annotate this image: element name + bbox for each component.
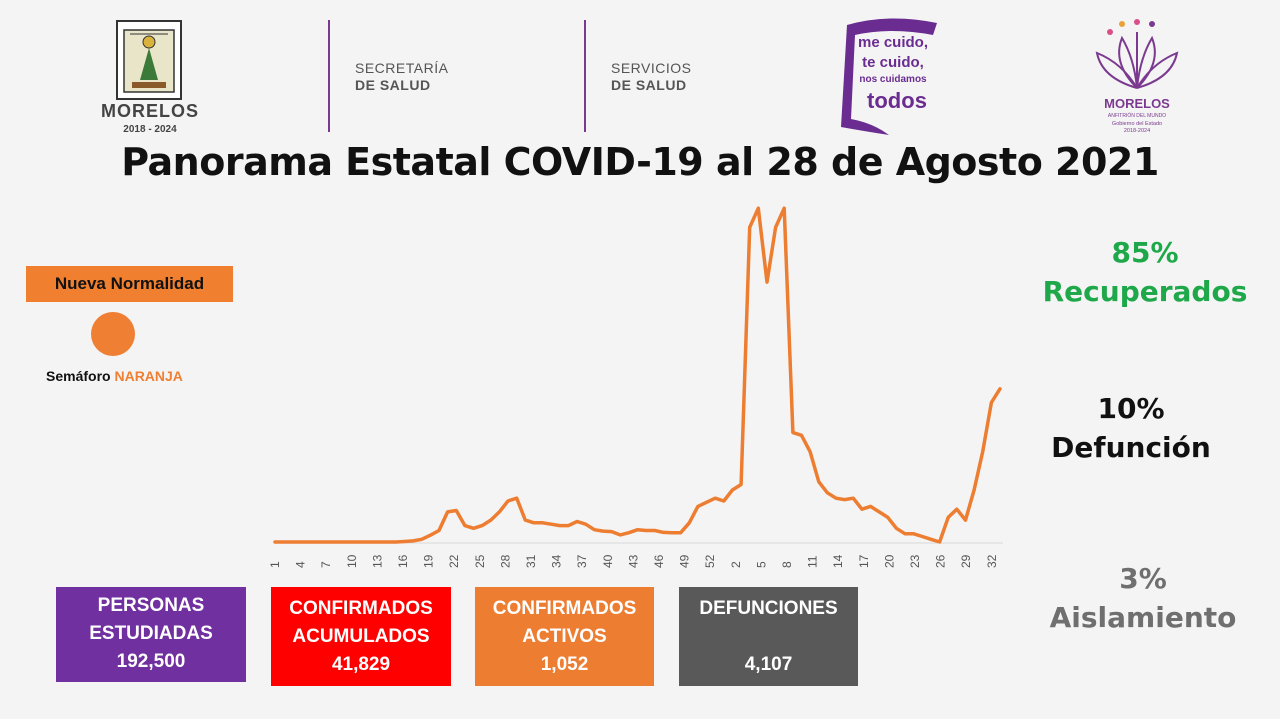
- box-value: 1,052: [540, 654, 589, 675]
- x-tick-label: 2: [729, 561, 743, 568]
- agency-secretaria: SECRETARÍA DE SALUD: [355, 60, 448, 94]
- campaign-line4: todos: [867, 88, 927, 113]
- box-defunciones: DEFUNCIONES 4,107: [679, 587, 858, 686]
- x-tick-label: 13: [370, 554, 384, 568]
- box-label-line1: CONFIRMADOS: [289, 598, 433, 619]
- agency-secretaria-line2: DE SALUD: [355, 77, 431, 93]
- box-label-line2: ACUMULADOS: [292, 626, 430, 647]
- box-value: 192,500: [116, 651, 186, 672]
- x-tick-label: 10: [345, 554, 359, 568]
- state-years: 2018 - 2024: [123, 124, 177, 135]
- campaign-line1: me cuido,: [858, 34, 928, 51]
- x-tick-label: 20: [882, 554, 896, 568]
- stat-aislamiento: 3% Aislamiento: [1013, 562, 1273, 634]
- stat-defuncion: 10% Defunción: [1001, 392, 1261, 464]
- x-tick-label: 32: [985, 554, 999, 568]
- nueva-normalidad-label: Nueva Normalidad: [26, 266, 233, 302]
- x-tick-label: 14: [831, 554, 845, 568]
- defuncion-label: Defunción: [1051, 431, 1211, 464]
- x-tick-label: 34: [550, 554, 564, 568]
- x-tick-label: 1: [268, 561, 282, 568]
- x-tick-label: 23: [908, 554, 922, 568]
- x-tick-label: 7: [319, 561, 333, 568]
- box-label-line2: ACTIVOS: [522, 626, 607, 647]
- x-tick-label: 5: [754, 561, 768, 568]
- box-value: 4,107: [744, 654, 793, 675]
- agency-secretaria-line1: SECRETARÍA: [355, 60, 449, 76]
- x-tick-label: 40: [601, 554, 615, 568]
- x-tick-label: 29: [959, 554, 973, 568]
- x-tick-label: 22: [447, 554, 461, 568]
- x-tick-label: 37: [575, 554, 589, 568]
- divider: [584, 20, 586, 132]
- x-tick-label: 4: [294, 561, 308, 568]
- x-tick-label: 49: [678, 554, 692, 568]
- morelos-shield-logo: [116, 20, 182, 100]
- covid-line-chart: 1 4 7 10 13 16 19 22 25 28 31 34 37 40 43 46 49 52 2 5 8 11 14…: [268, 206, 1003, 568]
- aislamiento-label: Aislamiento: [1049, 601, 1237, 634]
- agency-servicios-line1: SERVICIOS: [611, 60, 692, 76]
- agency-servicios-line2: DE SALUD: [611, 77, 687, 93]
- x-tick-label: 43: [626, 554, 640, 568]
- x-tick-label: 17: [857, 554, 871, 568]
- aislamiento-pct: 3%: [1119, 562, 1167, 595]
- defuncion-pct: 10%: [1097, 392, 1165, 425]
- x-tick-label: 52: [703, 554, 717, 568]
- stat-recuperados: 85% Recuperados: [1015, 236, 1275, 308]
- campaign-badge-logo: me cuido, te cuido, nos cuidamos todos: [841, 18, 937, 135]
- divider: [328, 20, 330, 132]
- box-label-line2: [679, 623, 858, 651]
- box-label-line1: CONFIRMADOS: [492, 598, 637, 619]
- semaforo-color-name: NARANJA: [114, 368, 183, 384]
- box-confirmados-acumulados: CONFIRMADOS ACUMULADOS 41,829: [271, 587, 451, 686]
- chart-series-line: [273, 206, 1002, 544]
- box-label-line2: ESTUDIADAS: [89, 623, 213, 644]
- gov-logo-sub2: 2018-2024: [1124, 128, 1150, 134]
- page-title: Panorama Estatal COVID-19 al 28 de Agost…: [121, 140, 1159, 184]
- x-tick-label: 46: [652, 554, 666, 568]
- box-label-line1: PERSONAS: [97, 595, 205, 616]
- gov-logo-tagline: ANFITRIÓN DEL MUNDO: [1108, 112, 1166, 119]
- x-tick-label: 26: [934, 554, 948, 568]
- box-value: 41,829: [331, 654, 391, 675]
- state-name: MORELOS: [100, 101, 199, 121]
- box-personas-estudiadas: PERSONAS ESTUDIADAS 192,500: [56, 587, 246, 682]
- box-confirmados-activos: CONFIRMADOS ACTIVOS 1,052: [475, 587, 654, 686]
- box-label-line1: DEFUNCIONES: [699, 598, 838, 619]
- agency-servicios: SERVICIOS DE SALUD: [611, 60, 692, 94]
- semaforo-dot-icon: [91, 312, 135, 356]
- x-tick-label: 16: [396, 554, 410, 568]
- gobierno-morelos-logo: MORELOS ANFITRIÓN DEL MUNDO Gobierno del…: [1095, 19, 1179, 134]
- campaign-line3: nos cuidamos: [859, 74, 927, 85]
- semaforo-prefix: Semáforo: [46, 368, 111, 384]
- x-tick-label: 28: [498, 554, 512, 568]
- x-tick-label: 8: [780, 561, 794, 568]
- x-tick-label: 19: [422, 554, 436, 568]
- x-tick-label: 31: [524, 554, 538, 568]
- x-tick-label: 11: [806, 555, 820, 568]
- gov-logo-sub1: Gobierno del Estado: [1112, 121, 1162, 127]
- semaforo-label: Semáforo NARANJA: [46, 368, 183, 384]
- gov-logo-name: MORELOS: [1104, 96, 1170, 111]
- x-tick-label: 25: [473, 554, 487, 568]
- campaign-line2: te cuido,: [862, 54, 924, 71]
- recuperados-pct: 85%: [1111, 236, 1179, 269]
- recuperados-label: Recuperados: [1042, 275, 1248, 308]
